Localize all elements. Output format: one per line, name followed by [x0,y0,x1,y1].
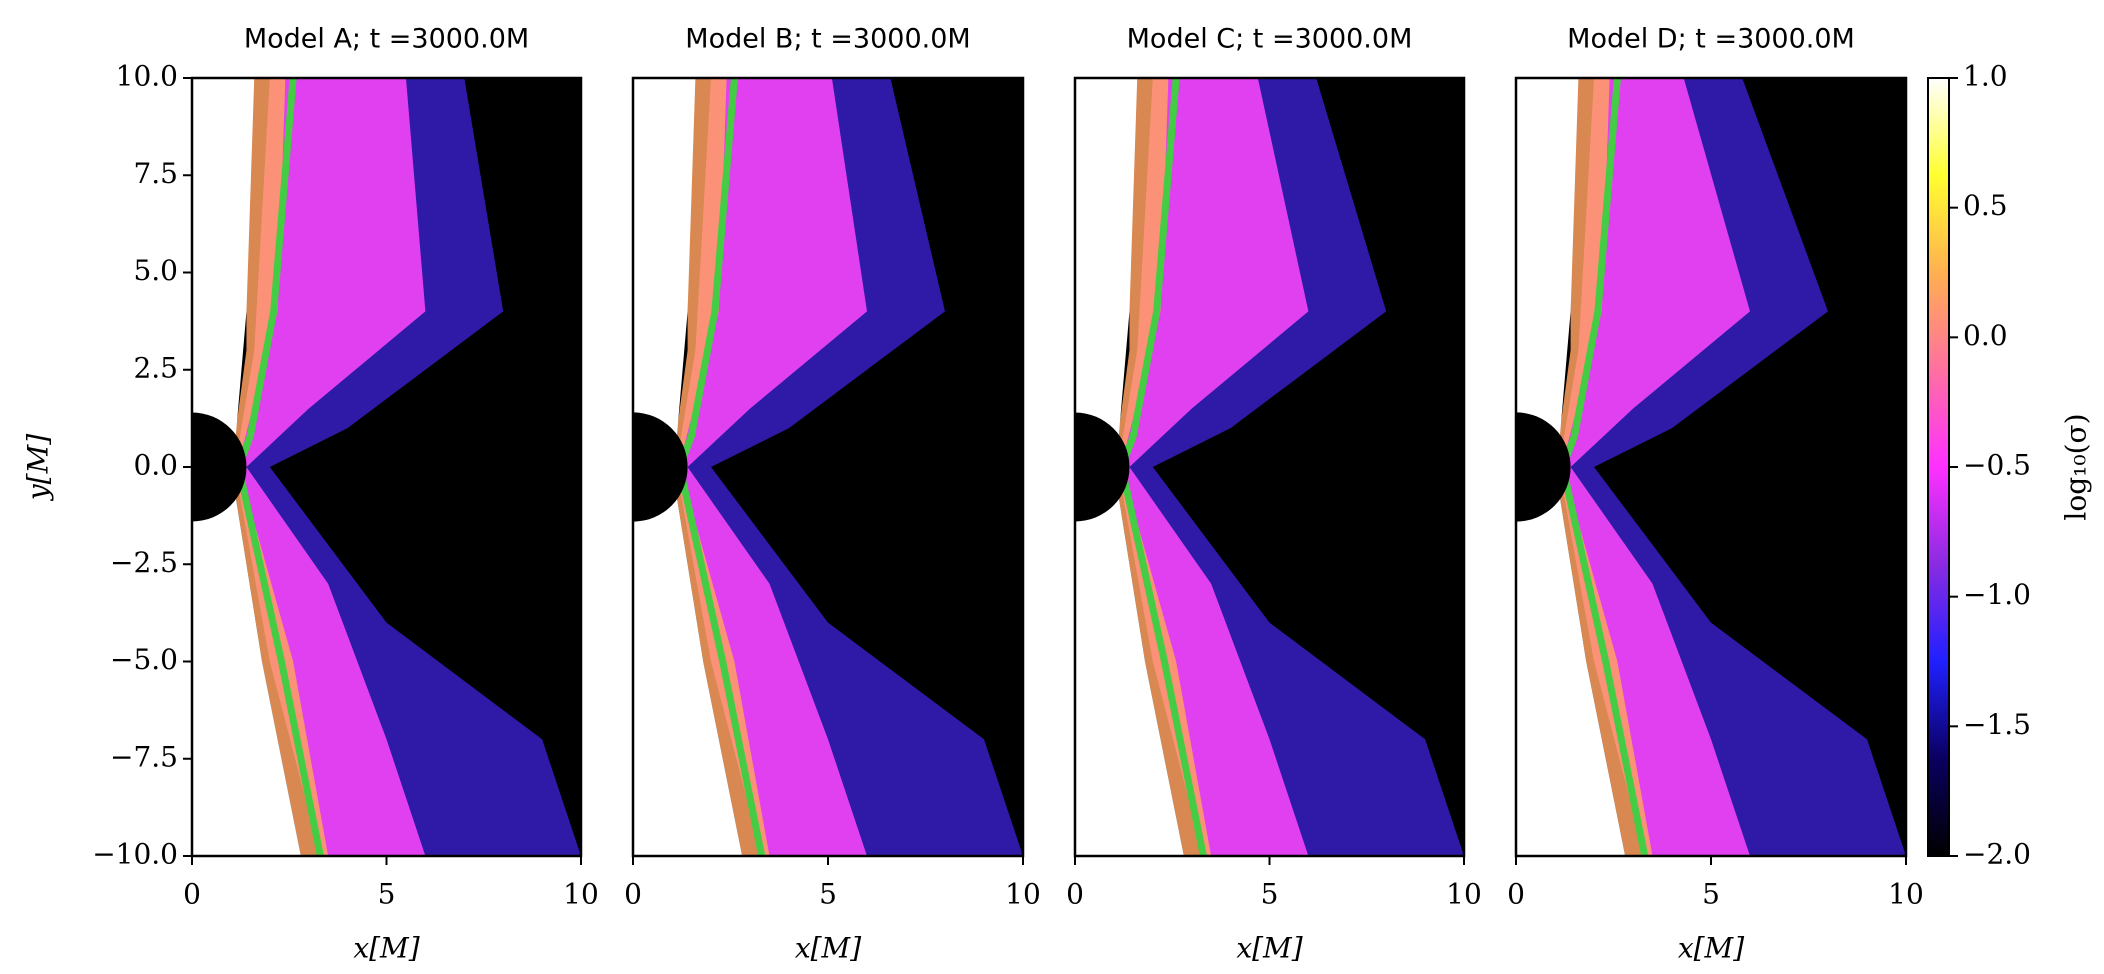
x-tick-label: 10 [1446,878,1482,911]
colorbar-tick-label: −2.0 [1963,838,2031,871]
colorbar-tick-label: 1.0 [1963,60,2008,93]
x-tick-label: 5 [819,878,837,911]
y-tick-label: 10.0 [116,60,178,93]
x-tick-label: 5 [1702,878,1720,911]
panel-title: Model D; t =3000.0M [1567,24,1855,55]
x-tick-label: 0 [183,878,201,911]
x-tick-label: 10 [1888,878,1924,911]
x-axis-label: x[M] [1236,932,1302,965]
x-axis-label: x[M] [795,932,861,965]
colorbar [1928,78,1949,856]
y-tick-label: −10.0 [92,838,178,871]
panel-title: Model B; t =3000.0M [685,24,970,55]
y-tick-label: 7.5 [133,157,178,190]
colorbar-tick-label: −1.5 [1963,708,2031,741]
x-axis-label: x[M] [353,932,419,965]
panel-title: Model A; t =3000.0M [244,24,529,55]
y-tick-label: −7.5 [110,740,178,773]
heatmap [1461,78,1906,856]
y-tick-label: 5.0 [133,254,178,287]
x-tick-label: 0 [1066,878,1084,911]
x-tick-label: 0 [1507,878,1525,911]
panel-title: Model C; t =3000.0M [1127,24,1413,55]
y-tick-label: 2.5 [133,351,178,384]
x-tick-label: 10 [1005,878,1041,911]
figure: Model A; t =3000.0M 0 5 10 x[M] −10.0 −7.5 −5.0… [0,0,2104,974]
y-axis-label: y[M] [22,434,55,502]
y-tick-label: 0.0 [133,449,178,482]
heatmap [138,78,581,856]
x-tick-label: 5 [378,878,396,911]
x-axis-label: x[M] [1678,932,1744,965]
x-tick-label: 10 [563,878,599,911]
x-tick-label: 0 [624,878,642,911]
y-tick-label: −2.5 [110,546,178,579]
colorbar-tick-label: −1.0 [1963,578,2031,611]
colorbar-label: log₁₀(σ) [2060,413,2093,520]
colorbar-tick-label: −0.5 [1963,449,2031,482]
y-tick-label: −5.0 [110,643,178,676]
colorbar-tick-label: 0.0 [1963,319,2008,352]
x-tick-label: 5 [1261,878,1279,911]
heatmap [1021,78,1464,856]
heatmap [578,78,1023,856]
colorbar-tick-label: 0.5 [1963,189,2008,222]
